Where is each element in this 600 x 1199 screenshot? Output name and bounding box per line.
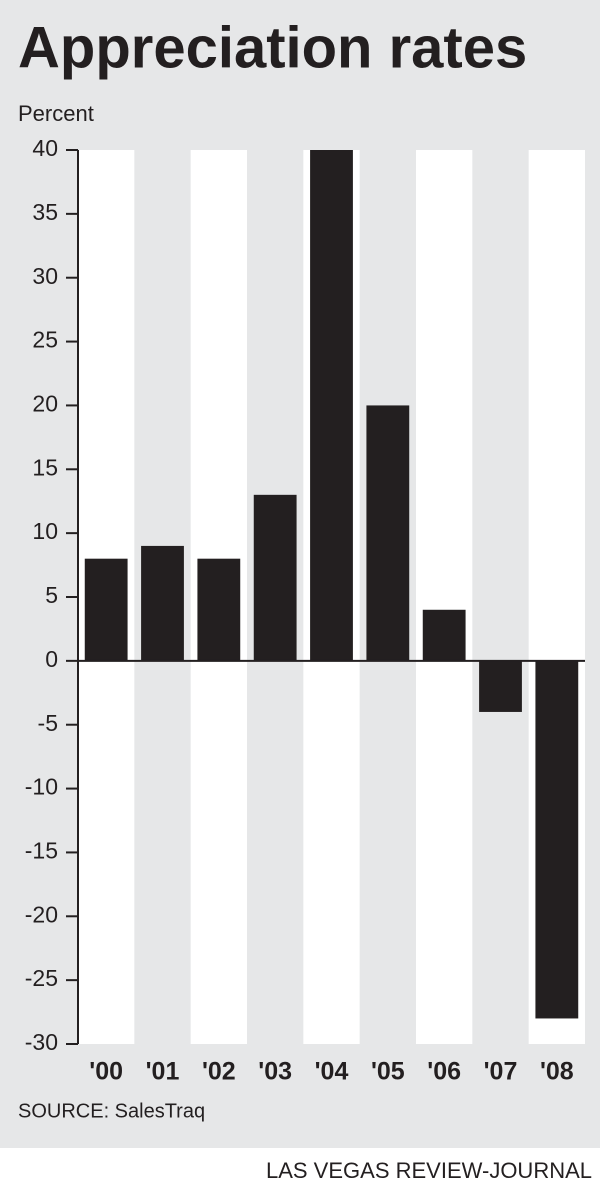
bar xyxy=(535,660,579,1019)
y-tick-label: -5 xyxy=(38,710,58,736)
bar xyxy=(479,660,522,712)
y-tick-label: 15 xyxy=(32,454,58,480)
bar xyxy=(422,609,466,661)
bar xyxy=(253,494,297,661)
bar xyxy=(197,558,241,661)
credit: LAS VEGAS REVIEW-JOURNAL xyxy=(266,1158,592,1183)
y-tick-label: 10 xyxy=(32,518,58,544)
bar xyxy=(310,150,353,661)
y-tick-label: -30 xyxy=(25,1029,58,1055)
y-tick-label: 30 xyxy=(32,263,58,289)
y-axis-label: Percent xyxy=(18,101,94,126)
x-tick-label: '02 xyxy=(202,1058,236,1086)
bar xyxy=(141,545,184,661)
y-tick-label: -10 xyxy=(25,774,58,800)
x-tick-label: '08 xyxy=(540,1058,574,1086)
column-band xyxy=(416,150,473,1044)
bar xyxy=(366,405,410,661)
y-tick-label: 40 xyxy=(32,135,58,161)
x-tick-label: '04 xyxy=(315,1058,349,1086)
y-tick-label: 20 xyxy=(32,391,58,417)
x-tick-label: '07 xyxy=(484,1058,518,1086)
y-tick-label: 0 xyxy=(45,646,58,672)
chart-title: Appreciation rates xyxy=(18,15,527,80)
x-tick-label: '05 xyxy=(371,1058,405,1086)
x-tick-label: '00 xyxy=(89,1058,123,1086)
y-tick-label: 35 xyxy=(32,199,58,225)
x-tick-label: '01 xyxy=(146,1058,180,1086)
y-tick-label: -25 xyxy=(25,965,58,991)
y-tick-label: -20 xyxy=(25,901,58,927)
x-tick-label: '03 xyxy=(258,1058,292,1086)
x-tick-label: '06 xyxy=(427,1058,461,1086)
y-tick-label: 5 xyxy=(45,582,58,608)
source: SOURCE: SalesTraq xyxy=(18,1100,205,1122)
y-tick-label: 25 xyxy=(32,327,58,353)
y-tick-label: -15 xyxy=(25,838,58,864)
bar xyxy=(84,558,128,661)
